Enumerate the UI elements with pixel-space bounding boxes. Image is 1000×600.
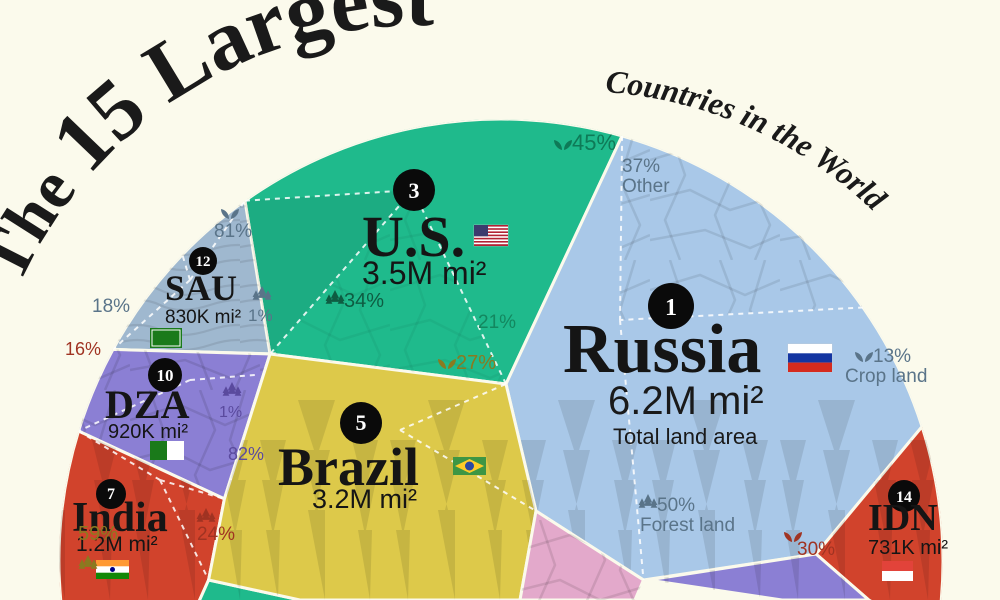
svg-text:Forest land: Forest land bbox=[640, 515, 735, 536]
svg-text:Total land area: Total land area bbox=[613, 424, 758, 449]
svg-text:13%: 13% bbox=[873, 346, 911, 367]
svg-text:1%: 1% bbox=[219, 404, 242, 421]
svg-text:830K mi²: 830K mi² bbox=[165, 307, 241, 328]
svg-text:920K mi²: 920K mi² bbox=[108, 421, 188, 443]
svg-text:59%: 59% bbox=[78, 523, 118, 545]
svg-text:3: 3 bbox=[409, 178, 420, 203]
svg-text:1%: 1% bbox=[248, 306, 273, 325]
svg-text:Other: Other bbox=[622, 176, 670, 197]
svg-text:37%: 37% bbox=[622, 156, 660, 177]
svg-text:30%: 30% bbox=[797, 539, 835, 560]
svg-text:731K mi²: 731K mi² bbox=[868, 537, 948, 559]
svg-text:24%: 24% bbox=[197, 524, 235, 545]
svg-text:18%: 18% bbox=[92, 296, 130, 317]
svg-text:82%: 82% bbox=[228, 444, 264, 464]
svg-text:3.2M mi²: 3.2M mi² bbox=[312, 484, 417, 514]
svg-text:6.2M mi²: 6.2M mi² bbox=[608, 379, 764, 423]
svg-text:81%: 81% bbox=[214, 221, 252, 242]
svg-text:34%: 34% bbox=[344, 290, 384, 312]
svg-text:5: 5 bbox=[356, 410, 367, 435]
svg-text:21%: 21% bbox=[478, 312, 516, 333]
svg-text:IDN: IDN bbox=[868, 497, 938, 539]
svg-text:Crop land: Crop land bbox=[845, 366, 927, 387]
svg-text:27%: 27% bbox=[456, 352, 496, 374]
svg-text:45%: 45% bbox=[572, 130, 616, 155]
svg-text:Russia: Russia bbox=[563, 311, 761, 388]
svg-text:50%: 50% bbox=[657, 495, 695, 516]
svg-text:SAU: SAU bbox=[165, 268, 237, 308]
svg-text:3.5M mi²: 3.5M mi² bbox=[362, 255, 487, 291]
svg-text:16%: 16% bbox=[65, 339, 101, 359]
